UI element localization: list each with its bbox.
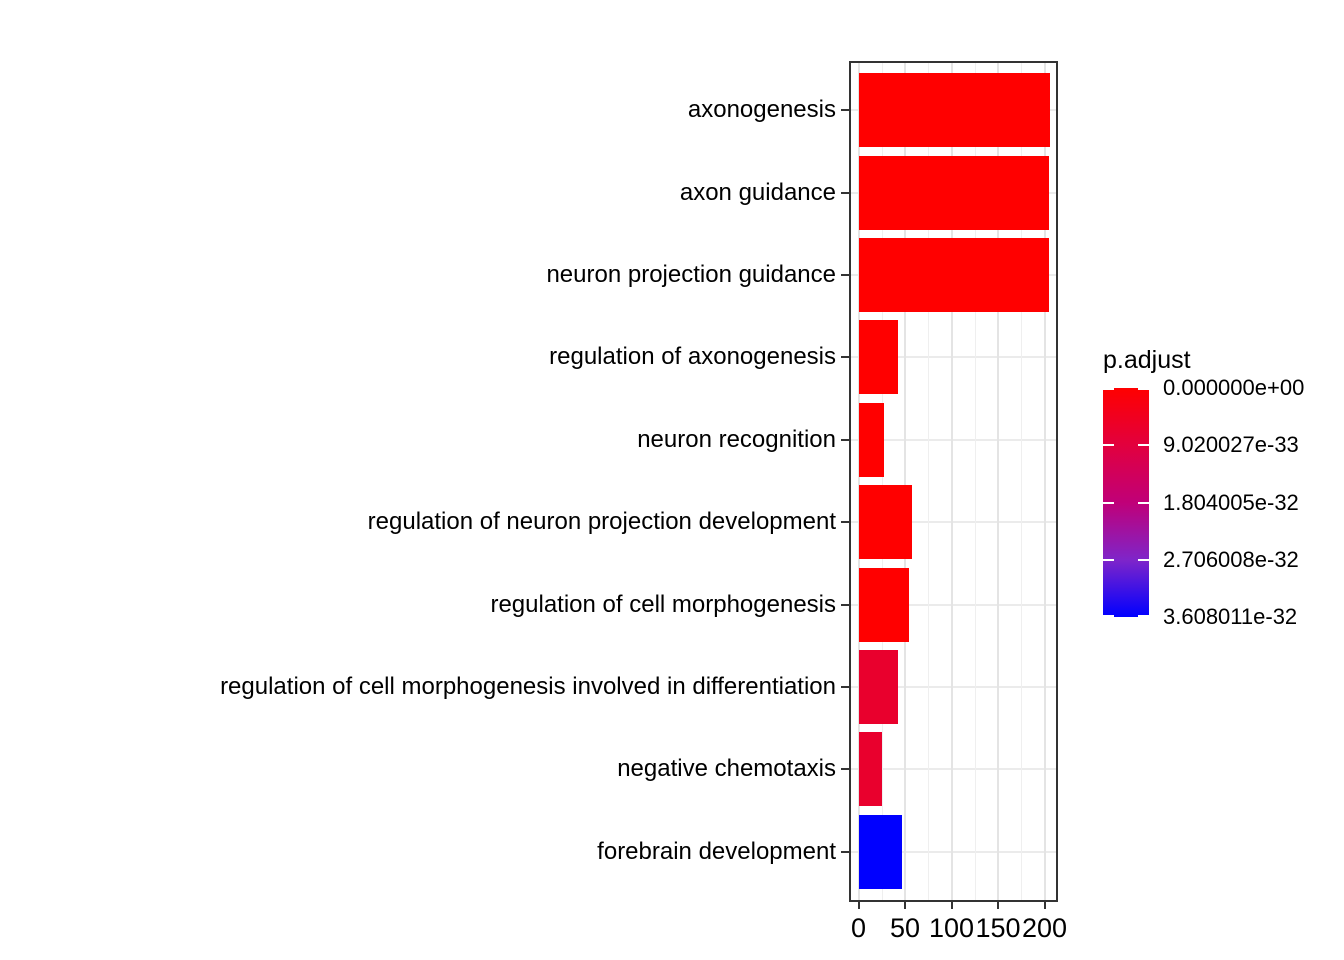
bar <box>858 485 913 560</box>
x-axis-tick-label: 50 <box>889 913 921 943</box>
gridline-horizontal <box>851 685 1056 688</box>
bar <box>858 320 898 395</box>
plot-panel <box>849 61 1058 902</box>
legend-colorbar-group: p.adjust 0.000000e+00 9.020027e-33 1.80400… <box>1103 348 1343 638</box>
x-axis-tick-label: 100 <box>928 913 975 943</box>
legend-title: p.adjust <box>1103 346 1191 374</box>
bar <box>858 238 1050 313</box>
y-axis-label: neuron projection guidance <box>546 261 836 289</box>
gridline-horizontal <box>851 603 1056 606</box>
bar <box>858 402 884 477</box>
bar <box>858 732 882 807</box>
y-axis-tick <box>841 521 849 524</box>
y-axis-label: regulation of cell morphogenesis <box>490 590 836 618</box>
gridline-vertical-major <box>904 63 906 900</box>
gridline-vertical-minor <box>974 63 976 900</box>
x-axis-tick <box>997 901 999 909</box>
y-axis-tick <box>841 274 849 277</box>
legend-tick-label: 1.804005e-32 <box>1163 489 1299 515</box>
gridline-vertical-minor <box>928 63 930 900</box>
gridline-vertical-minor <box>881 63 883 900</box>
x-axis-tick <box>904 901 906 909</box>
bar <box>858 567 909 642</box>
legend-colorbar-tick <box>1103 558 1114 561</box>
x-axis-tick-label: 0 <box>850 913 867 943</box>
x-axis-tick-label: 150 <box>975 913 1021 943</box>
y-axis-tick <box>841 603 849 606</box>
gridline-vertical-major <box>1043 63 1046 900</box>
legend-colorbar-tick <box>1103 501 1114 504</box>
x-axis-tick <box>1043 901 1046 909</box>
legend-tick-label: 3.608011e-32 <box>1163 604 1298 629</box>
legend-colorbar-tick <box>1138 615 1149 617</box>
gridline-vertical-minor <box>1021 63 1023 900</box>
legend-colorbar <box>1103 388 1149 617</box>
legend-colorbar-tick <box>1138 444 1149 447</box>
bar <box>858 814 903 889</box>
bar <box>858 649 899 724</box>
legend-colorbar-tick <box>1103 615 1114 617</box>
gridline-vertical-major <box>950 63 953 900</box>
gridline-horizontal <box>851 850 1056 853</box>
x-axis-tick <box>950 901 953 909</box>
legend-colorbar-tick <box>1103 444 1114 447</box>
y-axis-tick <box>841 191 849 194</box>
gridline-horizontal <box>851 356 1056 359</box>
y-axis-tick <box>841 109 849 112</box>
legend-tick-label: 2.706008e-32 <box>1163 546 1299 572</box>
y-axis-label: regulation of cell morphogenesis involve… <box>220 672 836 700</box>
y-axis-label: neuron recognition <box>637 425 836 453</box>
legend-colorbar-tick <box>1103 388 1114 390</box>
gridline-horizontal <box>851 438 1056 441</box>
y-axis-label: forebrain development <box>597 837 836 865</box>
y-axis-tick <box>841 685 849 688</box>
y-axis-label: axonogenesis <box>687 96 836 124</box>
legend-tick-label: 9.020027e-33 <box>1163 432 1299 458</box>
gridline-vertical-major <box>997 63 999 900</box>
y-axis-tick <box>841 850 849 853</box>
gridline-horizontal <box>851 768 1056 771</box>
gridline-horizontal <box>851 521 1056 524</box>
x-axis-tick <box>857 901 860 909</box>
bar <box>858 73 1051 148</box>
y-axis-tick <box>841 768 849 771</box>
y-axis-label: axon guidance <box>679 178 836 206</box>
y-axis-tick <box>841 438 849 441</box>
legend-tick-label: 0.000000e+00 <box>1163 375 1305 400</box>
bar <box>858 155 1050 230</box>
y-axis-label: regulation of neuron projection developm… <box>367 508 836 536</box>
y-axis-tick <box>841 356 849 359</box>
y-axis-label: negative chemotaxis <box>617 755 836 783</box>
legend-colorbar-tick <box>1138 388 1149 390</box>
legend-colorbar-tick <box>1138 558 1149 561</box>
y-axis-label: regulation of axonogenesis <box>549 343 836 371</box>
legend-colorbar-tick <box>1138 501 1149 504</box>
x-axis-tick-label: 200 <box>1021 913 1068 943</box>
gridline-vertical-major <box>857 63 860 900</box>
